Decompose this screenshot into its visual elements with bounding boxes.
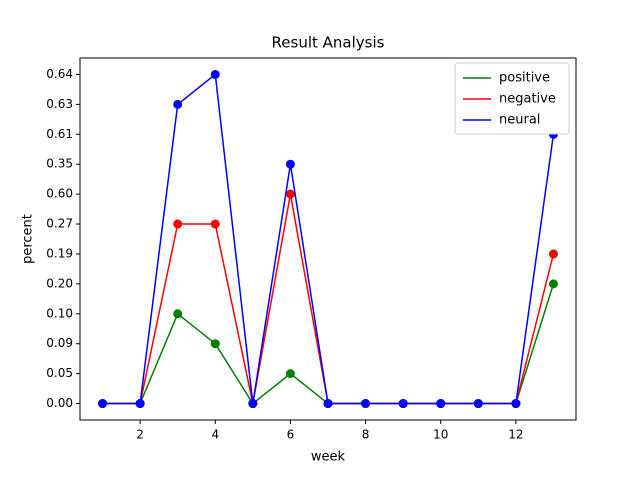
chart-title: Result Analysis — [272, 34, 385, 52]
y-tick-label: 0.09 — [46, 336, 73, 350]
point — [173, 219, 183, 229]
y-tick-label: 0.19 — [46, 246, 73, 260]
x-tick-label: 12 — [508, 428, 523, 442]
point — [361, 399, 371, 409]
legend-label: positive — [499, 71, 550, 86]
point — [173, 309, 183, 319]
legend-label: negative — [499, 92, 556, 107]
x-tick-label: 8 — [362, 428, 370, 442]
point — [248, 399, 258, 409]
point — [436, 399, 446, 409]
y-tick-label: 0.63 — [46, 97, 73, 111]
y-axis-label: percent — [21, 214, 36, 264]
point — [285, 159, 295, 169]
point — [473, 399, 483, 409]
y-tick-label: 0.60 — [46, 187, 73, 201]
point — [511, 399, 521, 409]
x-tick-label: 6 — [287, 428, 295, 442]
x-tick-label: 4 — [211, 428, 219, 442]
x-tick-label: 10 — [433, 428, 448, 442]
x-tick-label: 2 — [136, 428, 144, 442]
y-tick-label: 0.05 — [46, 366, 73, 380]
point — [210, 339, 220, 349]
point — [210, 219, 220, 229]
point — [285, 189, 295, 199]
point — [398, 399, 408, 409]
point — [210, 69, 220, 79]
point — [285, 369, 295, 379]
point — [135, 399, 145, 409]
point — [173, 99, 183, 109]
y-tick-label: 0.10 — [46, 306, 73, 320]
y-tick-label: 0.61 — [46, 127, 73, 141]
y-tick-label: 0.27 — [46, 217, 73, 231]
plot-frame — [79, 57, 577, 421]
y-tick-label: 0.64 — [46, 67, 73, 81]
legend-box — [454, 62, 570, 135]
x-axis-label: week — [311, 450, 346, 465]
legend-label: neural — [499, 113, 540, 128]
point — [98, 399, 108, 409]
y-tick-label: 0.20 — [46, 276, 73, 290]
point — [548, 249, 558, 259]
y-tick-label: 0.35 — [46, 157, 73, 171]
y-tick-label: 0.00 — [46, 396, 73, 410]
point — [548, 279, 558, 289]
point — [323, 399, 333, 409]
